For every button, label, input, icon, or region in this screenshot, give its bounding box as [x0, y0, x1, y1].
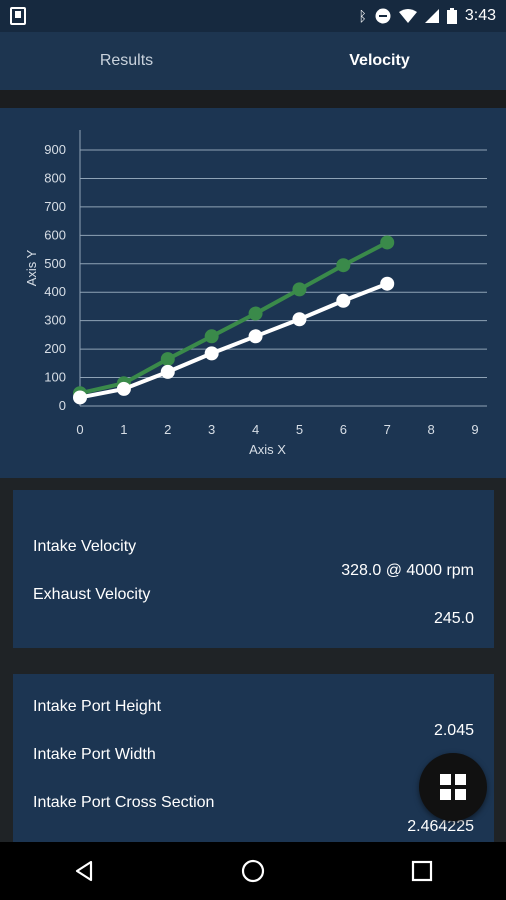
data-point — [204, 346, 219, 361]
y-tick-label: 100 — [44, 370, 66, 385]
x-tick-label: 5 — [296, 422, 303, 437]
series-line — [79, 281, 388, 400]
data-point — [116, 381, 131, 396]
x-tick-label: 6 — [340, 422, 347, 437]
x-tick-label: 2 — [164, 422, 171, 437]
data-point — [380, 276, 395, 291]
tab-results[interactable]: Results — [99, 52, 154, 69]
data-point — [292, 282, 307, 297]
signal-icon — [424, 9, 439, 23]
y-tick-label: 900 — [44, 142, 66, 157]
intake-port-height-label: Intake Port Height — [33, 698, 162, 715]
x-tick-label: 8 — [427, 422, 434, 437]
x-tick-label: 3 — [208, 422, 215, 437]
data-point — [73, 390, 87, 405]
x-tick-label: 0 — [76, 422, 83, 437]
status-bar: ᛒ 3:43 — [0, 0, 506, 32]
exhaust-velocity-label: Exhaust Velocity — [33, 586, 151, 603]
battery-icon — [446, 8, 457, 24]
y-tick-label: 500 — [44, 256, 66, 271]
data-point — [336, 258, 351, 273]
back-button[interactable] — [54, 851, 114, 891]
chart-canvas: 0 100 200 300 400 500 600 700 800 900 0 1 2 3 4 5 6 7 8 9 Ax… — [24, 130, 487, 457]
notification-icon — [10, 7, 26, 25]
home-button[interactable] — [223, 851, 283, 891]
data-point — [160, 364, 175, 379]
bluetooth-icon: ᛒ — [358, 8, 367, 24]
data-point — [160, 352, 175, 367]
grid-menu-button[interactable] — [419, 753, 487, 821]
port-card: Intake Port Height 2.045 Intake Port Wid… — [13, 674, 494, 854]
x-tick-label: 7 — [384, 422, 391, 437]
grid-icon — [440, 774, 466, 800]
intake-port-cross-section-label: Intake Port Cross Section — [33, 794, 215, 811]
navigation-bar — [0, 842, 506, 900]
x-axis-label: Axis X — [249, 442, 286, 457]
data-point — [248, 329, 263, 344]
back-icon — [76, 860, 93, 882]
data-point — [204, 329, 219, 344]
intake-velocity-value: 328.0 @ 4000 rpm — [341, 562, 474, 579]
data-point — [248, 306, 263, 321]
data-point — [336, 293, 351, 308]
y-tick-label: 300 — [44, 313, 66, 328]
tab-velocity[interactable]: Velocity — [349, 52, 410, 69]
wifi-icon — [398, 9, 417, 23]
y-tick-label: 200 — [44, 341, 66, 356]
divider — [0, 90, 506, 108]
do-not-disturb-icon — [375, 8, 391, 24]
clock: 3:43 — [464, 7, 496, 24]
data-point — [380, 235, 395, 250]
velocity-chart: 0 100 200 300 400 500 600 700 800 900 0 1 2 3 4 5 6 7 8 9 Ax… — [0, 108, 506, 478]
exhaust-velocity-value: 245.0 — [433, 610, 474, 627]
y-axis-label: Axis Y — [24, 249, 39, 286]
y-tick-label: 0 — [59, 398, 66, 413]
data-point — [292, 312, 307, 327]
intake-port-width-label: Intake Port Width — [33, 746, 156, 763]
x-tick-label: 9 — [471, 422, 478, 437]
intake-port-height-value: 2.045 — [433, 722, 474, 739]
y-tick-label: 400 — [44, 284, 66, 299]
y-tick-label: 700 — [44, 199, 66, 214]
y-tick-label: 600 — [44, 227, 66, 242]
y-tick-label: 800 — [44, 170, 66, 185]
recents-button[interactable] — [392, 851, 452, 891]
x-tick-label: 4 — [252, 422, 259, 437]
series-line — [79, 240, 389, 396]
home-icon — [241, 859, 265, 883]
x-tick-label: 1 — [120, 422, 127, 437]
intake-port-cross-section-value: 2.464225 — [407, 818, 474, 835]
tab-bar: Results Velocity — [0, 32, 506, 90]
velocity-card: Intake Velocity 328.0 @ 4000 rpm Exhaust… — [13, 490, 494, 648]
recents-icon — [411, 860, 432, 882]
intake-velocity-label: Intake Velocity — [33, 538, 137, 555]
